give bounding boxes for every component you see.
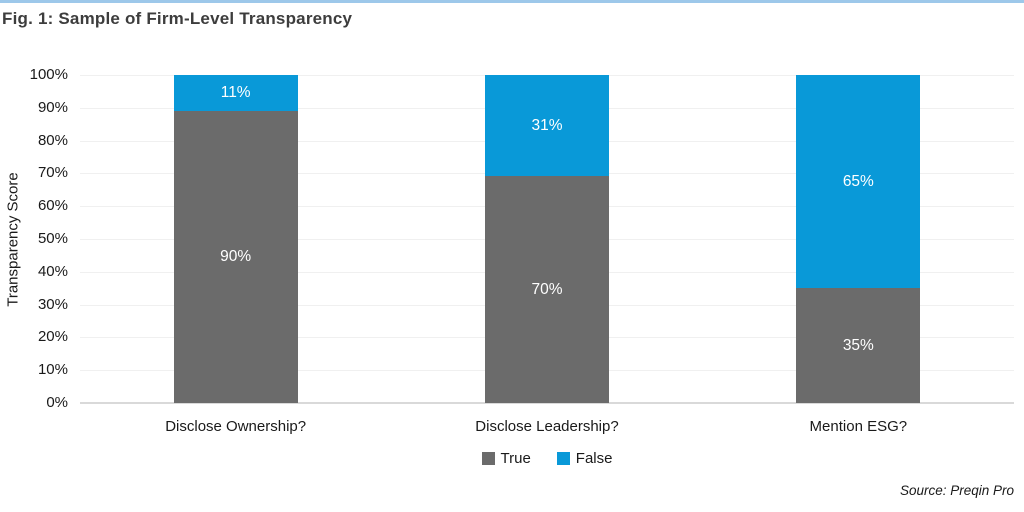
bar-value-label: 11%	[220, 84, 251, 102]
figure-title: Fig. 1: Sample of Firm-Level Transparenc…	[2, 9, 353, 28]
y-tick-label: 90%	[37, 98, 68, 116]
y-tick-label: 40%	[37, 262, 68, 280]
y-tick-label: 10%	[37, 361, 68, 379]
y-tick-label: 20%	[37, 328, 68, 346]
category-label: Mention ESG?	[809, 418, 908, 435]
bar-value-label: 65%	[842, 172, 874, 190]
y-tick-label: 0%	[46, 394, 68, 411]
y-tick-label: 60%	[37, 197, 68, 215]
plot-area: 11% 90% 31% 70% 65% 35%	[80, 75, 1014, 404]
bar-segment-true: 90%	[173, 110, 298, 403]
legend-label: True	[500, 450, 531, 467]
source-note: Source: Preqin Pro	[899, 483, 1014, 498]
bar-value-label: 35%	[842, 336, 874, 354]
y-tick-label: 30%	[37, 295, 68, 313]
legend: True False	[80, 450, 1014, 467]
category-label: Disclose Leadership?	[475, 418, 619, 435]
bar-value-label: 90%	[220, 248, 252, 266]
legend-swatch-icon	[556, 452, 570, 465]
legend-swatch-icon	[481, 452, 495, 465]
bar-segment-false: 65%	[796, 75, 921, 289]
bar-value-label: 70%	[531, 280, 563, 298]
bar-value-label: 31%	[531, 116, 563, 134]
bar-segment-false: 11%	[173, 75, 298, 111]
y-tick-label: 100%	[29, 66, 68, 83]
bar-segment-true: 70%	[485, 175, 609, 403]
stacked-bar: 11% 90%	[173, 75, 298, 403]
bar-segment-true: 35%	[796, 288, 921, 403]
bar-segment-false: 31%	[485, 75, 609, 176]
y-tick-label: 80%	[37, 131, 68, 149]
stacked-bar: 31% 70%	[485, 75, 609, 403]
legend-label: False	[575, 450, 613, 467]
y-tick-label: 50%	[37, 230, 68, 247]
stacked-bar: 65% 35%	[796, 75, 921, 403]
category-label: Disclose Ownership?	[165, 418, 307, 435]
x-axis-line	[80, 402, 1014, 404]
legend-item-true: True	[481, 450, 531, 467]
top-accent-line	[0, 0, 1024, 3]
legend-item-false: False	[556, 450, 613, 467]
y-tick-label: 70%	[37, 164, 68, 182]
